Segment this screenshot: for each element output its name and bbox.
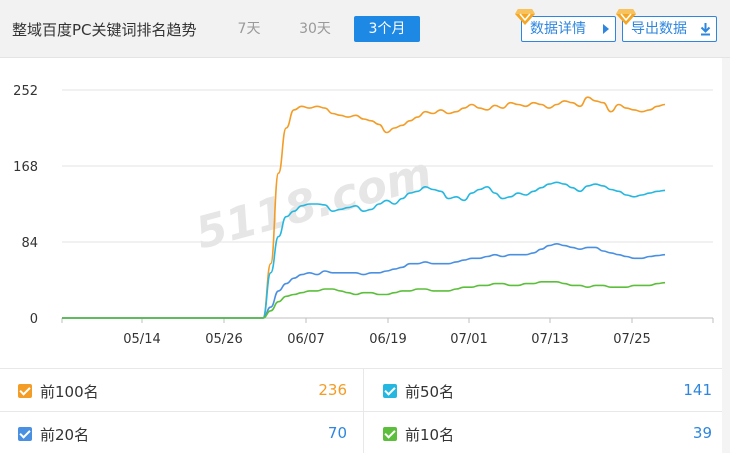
legend-label: 前10名 [405, 426, 455, 444]
x-tick-label: 05/14 [123, 332, 160, 347]
x-tick-label: 07/13 [531, 332, 568, 347]
checkbox-checked-icon[interactable] [18, 384, 32, 398]
legend-label: 前50名 [405, 383, 455, 401]
legend-value: 236 [318, 381, 347, 399]
vip-diamond-icon [515, 9, 535, 25]
legend-item-top20[interactable]: 前20名 70 [18, 412, 363, 453]
download-icon [700, 23, 711, 36]
checkbox-checked-icon[interactable] [18, 427, 32, 441]
data-detail-button[interactable]: 数据详情 [515, 9, 616, 42]
chart-title: 整域百度PC关键词排名趋势 [12, 21, 197, 39]
checkbox-checked-icon[interactable] [383, 427, 397, 441]
y-tick-label: 0 [30, 312, 38, 327]
tab-7-days[interactable]: 7天 [237, 21, 261, 37]
legend-divider [363, 368, 364, 453]
scrollbar[interactable] [722, 58, 730, 453]
x-tick-label: 07/25 [613, 332, 650, 347]
vip-diamond-icon [616, 9, 636, 25]
x-tick-label: 05/26 [205, 332, 242, 347]
y-tick-label: 84 [21, 236, 38, 251]
data-detail-label: 数据详情 [530, 21, 586, 37]
legend-value: 70 [327, 424, 347, 442]
series-line-3 [62, 281, 666, 319]
y-tick-label: 252 [13, 84, 38, 99]
tab-30-days[interactable]: 30天 [299, 21, 331, 37]
y-tick-label: 168 [13, 160, 38, 175]
legend-label: 前100名 [40, 383, 99, 401]
legend-label: 前20名 [40, 426, 90, 444]
legend-item-top10[interactable]: 前10名 39 [383, 412, 728, 453]
legend-item-top100[interactable]: 前100名 236 [18, 369, 363, 411]
legend-value: 141 [683, 381, 712, 399]
caret-right-icon [603, 24, 609, 34]
legend-row: 前20名 70 前10名 39 [0, 411, 730, 453]
export-data-label: 导出数据 [631, 21, 687, 37]
legend-value: 39 [692, 424, 712, 442]
export-data-button[interactable]: 导出数据 [616, 9, 717, 42]
x-tick-label: 07/01 [450, 332, 487, 347]
legend-panel: 前100名 236 前50名 141 前20名 70 前10名 39 [0, 368, 730, 453]
tab-3-months[interactable]: 3个月 [354, 16, 420, 42]
x-tick-label: 06/19 [369, 332, 406, 347]
chart-header: 整域百度PC关键词排名趋势 7天 30天 3个月 数据详情 导出数据 [0, 0, 730, 58]
series-line-2 [62, 242, 666, 319]
legend-item-top50[interactable]: 前50名 141 [383, 369, 728, 411]
checkbox-checked-icon[interactable] [383, 384, 397, 398]
legend-row: 前100名 236 前50名 141 [0, 368, 730, 410]
x-tick-label: 06/07 [287, 332, 324, 347]
